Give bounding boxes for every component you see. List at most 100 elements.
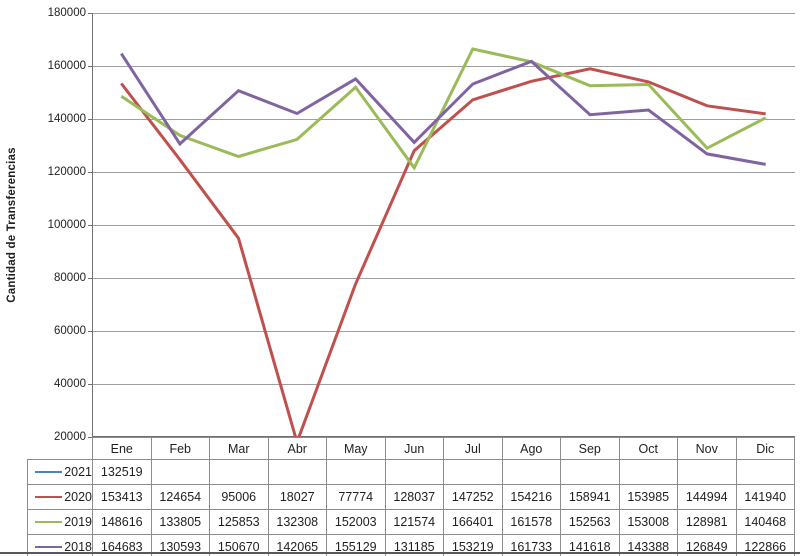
table-row-2020: 2020 153413 124654 95006 18027 77774 128037 147…: [27, 484, 795, 510]
chart-bottom-border: [0, 552, 800, 554]
value-cell: [677, 459, 737, 485]
y-tick-mark: [88, 13, 93, 14]
series-line-2019: [120, 47, 767, 171]
value-cell: 124654: [150, 484, 210, 510]
month-header-row: Ene Feb Mar Abr May Jun Jul Ago Sep Oct Nov Dic: [28, 437, 795, 460]
legend-key-line: [35, 546, 63, 548]
y-tick-label: 20000: [54, 431, 86, 443]
legend-cell: 2020: [27, 484, 93, 510]
value-cell: 130593: [150, 534, 210, 556]
value-cell: [618, 459, 678, 485]
month-header-cell: Nov: [677, 437, 737, 460]
value-cell: 153008: [618, 509, 678, 535]
y-tick-mark: [88, 66, 93, 67]
value-cell: 126849: [677, 534, 737, 556]
y-tick-label: 100000: [47, 219, 86, 231]
month-header-cell: Ago: [501, 437, 561, 460]
month-header-cell: Dic: [735, 437, 795, 460]
value-cell: 132308: [267, 509, 327, 535]
value-cell: 122866: [735, 534, 795, 556]
legend-cell: 2018: [27, 534, 93, 556]
value-cell: 152003: [326, 509, 386, 535]
value-cell: 152563: [560, 509, 620, 535]
series-line-2020: [120, 67, 766, 437]
year-label: 2019: [64, 515, 92, 529]
value-cell: 161578: [501, 509, 561, 535]
y-tick-label: 40000: [54, 378, 86, 390]
legend-cell: 2021: [27, 459, 93, 485]
value-cell: 164683: [92, 534, 152, 556]
table-row-2018: 2018 164683 130593 150670 142065 155129 131185…: [27, 534, 795, 556]
y-tick-label: 120000: [47, 166, 86, 178]
value-cell: 147252: [443, 484, 503, 510]
y-tick-mark: [88, 384, 93, 385]
value-cell: 140468: [735, 509, 795, 535]
month-header-cell: Sep: [560, 437, 620, 460]
value-cell: [209, 459, 269, 485]
value-cell: 148616: [92, 509, 152, 535]
y-tick-mark: [88, 278, 93, 279]
year-label: 2020: [64, 490, 92, 504]
month-header-cell: Jun: [384, 437, 444, 460]
month-header-cell: Ene: [92, 437, 152, 460]
value-cell: [443, 459, 503, 485]
value-cell: [735, 459, 795, 485]
value-cell: [384, 459, 444, 485]
month-header-cell: Abr: [267, 437, 327, 460]
value-cell: 153985: [618, 484, 678, 510]
value-cell: 142065: [267, 534, 327, 556]
value-cell: 128981: [677, 509, 737, 535]
month-header-cell: Oct: [618, 437, 678, 460]
value-cell: 77774: [326, 484, 386, 510]
y-tick-label: 80000: [54, 272, 86, 284]
y-tick-label: 160000: [47, 60, 86, 72]
y-tick-mark: [88, 225, 93, 226]
legend-cell: 2019: [27, 509, 93, 535]
value-cell: [150, 459, 210, 485]
table-row-2019: 2019 148616 133805 125853 132308 152003 121574…: [27, 509, 795, 535]
value-cell: 95006: [209, 484, 269, 510]
value-cell: 121574: [384, 509, 444, 535]
value-cell: 141940: [735, 484, 795, 510]
value-cell: 154216: [501, 484, 561, 510]
value-cell: 132519: [92, 459, 152, 485]
y-tick-mark: [88, 172, 93, 173]
table-corner-cell: [28, 438, 93, 460]
value-cell: 133805: [150, 509, 210, 535]
value-cell: 125853: [209, 509, 269, 535]
value-cell: 158941: [560, 484, 620, 510]
table-row-2021: 2021 132519: [27, 459, 795, 485]
value-cell: [267, 459, 327, 485]
month-header-cell: Jul: [443, 437, 503, 460]
value-cell: [501, 459, 561, 485]
value-cell: 166401: [443, 509, 503, 535]
legend-key-line: [35, 471, 63, 473]
legend-key-line: [35, 521, 63, 523]
plot-area: [92, 13, 795, 437]
value-cell: 153413: [92, 484, 152, 510]
value-cell: 153219: [443, 534, 503, 556]
value-cell: 144994: [677, 484, 737, 510]
y-tick-label: 60000: [54, 325, 86, 337]
value-cell: [326, 459, 386, 485]
y-tick-mark: [88, 119, 93, 120]
y-tick-mark: [88, 331, 93, 332]
value-cell: [560, 459, 620, 485]
value-cell: 131185: [384, 534, 444, 556]
value-cell: 161733: [501, 534, 561, 556]
value-cell: 141618: [560, 534, 620, 556]
y-tick-label: 180000: [47, 7, 86, 19]
value-cell: 128037: [384, 484, 444, 510]
year-label: 2018: [64, 540, 92, 554]
legend-key-line: [35, 496, 63, 498]
month-header-cell: Mar: [209, 437, 269, 460]
month-header-cell: May: [326, 437, 386, 460]
month-header-cell: Feb: [150, 437, 210, 460]
value-cell: 155129: [326, 534, 386, 556]
value-cell: 18027: [267, 484, 327, 510]
y-tick-label: 140000: [47, 113, 86, 125]
series-line-2018: [120, 52, 766, 166]
year-label: 2021: [64, 465, 92, 479]
y-tick-mark: [88, 437, 93, 438]
